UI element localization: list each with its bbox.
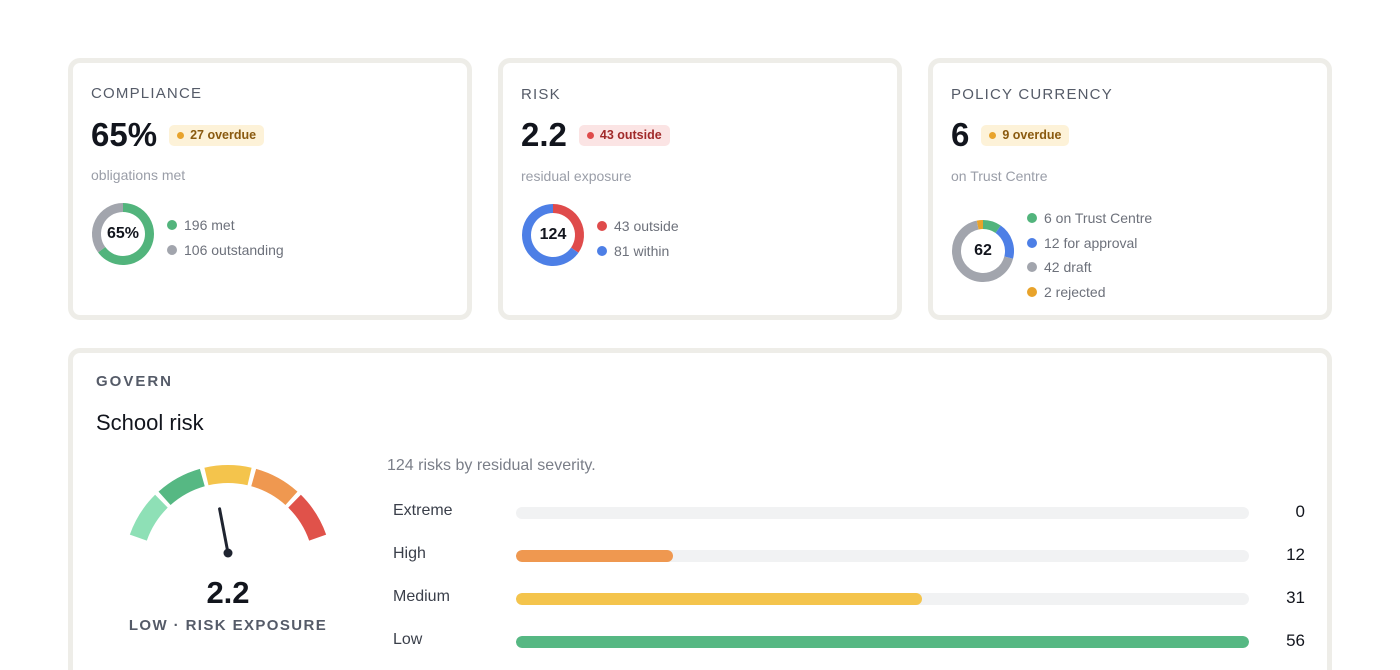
legend-item: 196 met bbox=[167, 213, 284, 238]
gauge-segment bbox=[158, 468, 206, 506]
risk-donut: 124 bbox=[521, 203, 585, 267]
metric-value: 65% bbox=[91, 116, 158, 153]
card-subtitle: residual exposure bbox=[521, 168, 632, 184]
severity-bar-track bbox=[516, 550, 1249, 562]
metric-row: 2.2 43 outside bbox=[521, 115, 670, 155]
severity-count: 12 bbox=[1286, 545, 1305, 564]
compliance-legend: 196 met 106 outstanding bbox=[167, 213, 284, 262]
donut-segment bbox=[982, 220, 1001, 234]
severity-row-extreme: Extreme 0 bbox=[393, 498, 1305, 528]
legend-label: 196 met bbox=[184, 217, 235, 234]
legend-dot-icon bbox=[167, 220, 177, 231]
legend-dot-icon bbox=[597, 221, 607, 232]
card-subtitle: on Trust Centre bbox=[951, 168, 1048, 184]
severity-row-low: Low 56 bbox=[393, 627, 1305, 657]
legend-label: 2 rejected bbox=[1044, 283, 1106, 300]
donut-segment bbox=[552, 204, 584, 253]
donut-segment bbox=[976, 220, 984, 230]
legend-item: 42 draft bbox=[1027, 255, 1152, 280]
status-dot-icon bbox=[586, 131, 594, 139]
policy-currency-card[interactable]: POLICY CURRENCY 6 9 overdue on Trust Cen… bbox=[928, 58, 1332, 320]
card-title: RISK bbox=[521, 86, 561, 103]
severity-bar-track bbox=[516, 636, 1249, 648]
severity-name: Low bbox=[393, 631, 423, 648]
compliance-card[interactable]: COMPLIANCE 65% 27 overdue obligations me… bbox=[68, 58, 472, 320]
severity-bar-fill bbox=[516, 636, 1249, 648]
legend-item: 6 on Trust Centre bbox=[1027, 206, 1152, 231]
gauge-segment bbox=[288, 494, 327, 541]
donut-segment bbox=[522, 204, 579, 266]
risk-card[interactable]: RISK 2.2 43 outside residual exposure 12… bbox=[498, 58, 902, 320]
legend-item: 81 within bbox=[597, 239, 679, 264]
gauge-value: 2.2 bbox=[206, 575, 250, 610]
legend-label: 106 outstanding bbox=[184, 241, 284, 258]
gauge-segment bbox=[129, 494, 168, 541]
legend-label: 6 on Trust Centre bbox=[1044, 210, 1153, 227]
metric-value: 6 bbox=[951, 116, 970, 153]
metric-value: 2.2 bbox=[521, 116, 567, 153]
status-dot-icon bbox=[989, 131, 997, 139]
severity-name: Medium bbox=[393, 588, 450, 605]
status-dot-icon bbox=[177, 131, 185, 139]
severity-row-high: High 12 bbox=[393, 541, 1305, 571]
legend-dot-icon bbox=[597, 245, 607, 256]
severity-bar-fill bbox=[516, 550, 674, 562]
metric-row: 65% 27 overdue bbox=[91, 115, 265, 155]
legend-dot-icon bbox=[1027, 262, 1037, 273]
gauge-hub bbox=[223, 548, 233, 558]
section-label: GOVERN bbox=[96, 373, 174, 390]
legend-dot-icon bbox=[167, 244, 177, 255]
severity-bar-track bbox=[516, 593, 1249, 605]
severity-count: 31 bbox=[1286, 588, 1305, 607]
donut-segment bbox=[98, 203, 154, 265]
legend-label: 81 within bbox=[614, 242, 670, 259]
legend-dot-icon bbox=[1027, 213, 1037, 224]
legend-item: 2 rejected bbox=[1027, 280, 1152, 305]
severity-name: Extreme bbox=[393, 502, 453, 519]
overdue-badge: 27 overdue bbox=[169, 124, 265, 146]
compliance-donut: 65% bbox=[91, 202, 155, 266]
severity-description: 124 risks by residual severity. bbox=[387, 457, 596, 474]
outside-badge: 43 outside bbox=[578, 124, 670, 146]
severity-bar-track bbox=[516, 507, 1249, 519]
card-title: POLICY CURRENCY bbox=[951, 86, 1113, 103]
gauge-segment bbox=[204, 465, 252, 486]
gauge-needle bbox=[218, 507, 230, 555]
severity-name: High bbox=[393, 545, 426, 562]
badge-text: 9 overdue bbox=[1002, 128, 1062, 142]
legend-label: 43 outside bbox=[614, 218, 679, 235]
severity-bar-fill bbox=[516, 593, 922, 605]
policy-donut: 62 bbox=[951, 219, 1015, 283]
donut-segment bbox=[952, 220, 1014, 282]
risk-gauge bbox=[129, 465, 327, 558]
legend-label: 12 for approval bbox=[1044, 234, 1138, 251]
legend-dot-icon bbox=[1027, 237, 1037, 248]
severity-count: 56 bbox=[1286, 631, 1305, 650]
legend-label: 42 draft bbox=[1044, 259, 1092, 276]
policy-legend: 6 on Trust Centre 12 for approval 42 draft… bbox=[1027, 206, 1152, 304]
donut-segment bbox=[995, 225, 1014, 259]
severity-row-medium: Medium 31 bbox=[393, 584, 1305, 614]
gauge-caption: LOW · RISK EXPOSURE bbox=[128, 617, 328, 634]
legend-item: 106 outstanding bbox=[167, 238, 284, 263]
card-subtitle: obligations met bbox=[91, 167, 186, 183]
section-title: School risk bbox=[96, 410, 204, 435]
badge-text: 43 outside bbox=[599, 128, 662, 142]
donut-label: 62 bbox=[974, 242, 992, 259]
govern-card: GOVERN School risk 2.2 LOW · RISK EXPOSU… bbox=[68, 348, 1332, 670]
gauge-segment bbox=[250, 468, 298, 506]
severity-count: 0 bbox=[1295, 502, 1305, 521]
donut-label: 124 bbox=[539, 226, 567, 243]
legend-dot-icon bbox=[1027, 286, 1037, 297]
metric-row: 6 9 overdue bbox=[951, 115, 1070, 155]
donut-segment bbox=[92, 203, 124, 253]
legend-item: 43 outside bbox=[597, 214, 679, 239]
badge-text: 27 overdue bbox=[190, 128, 257, 142]
risk-legend: 43 outside 81 within bbox=[597, 214, 679, 263]
card-title: COMPLIANCE bbox=[91, 85, 203, 102]
donut-label: 65% bbox=[106, 225, 140, 242]
legend-item: 12 for approval bbox=[1027, 231, 1152, 256]
overdue-badge: 9 overdue bbox=[981, 124, 1070, 146]
